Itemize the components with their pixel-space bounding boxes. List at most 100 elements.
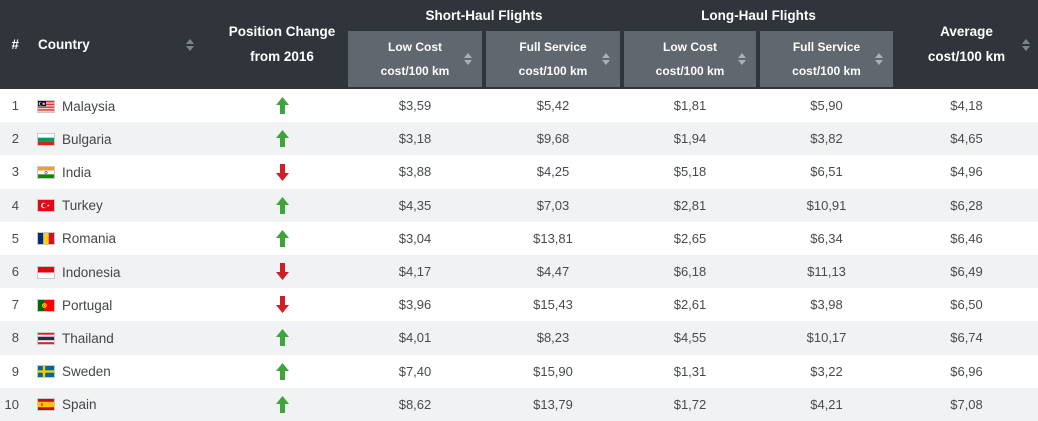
- long-haul-full-service-cell: $11,13: [807, 264, 846, 280]
- short-haul-low-cost-cell: $3,96: [398, 297, 432, 313]
- subheader-line1: Low Cost: [388, 40, 442, 54]
- table-row: 2 Bulgaria $3,18 $9,68 $1,94 $3,82 $4,65: [0, 122, 1038, 156]
- subheader-line1: Low Cost: [663, 40, 717, 54]
- flag-icon-romania: [37, 232, 55, 246]
- table-row: 8 Thailand $4,01 $8,23 $4,55 $10,17 $6,74: [0, 321, 1038, 355]
- average-cell: $4,18: [950, 98, 983, 114]
- arrow-up-icon: [275, 362, 289, 380]
- rank-cell: 4: [11, 197, 19, 213]
- position-change-cell: [218, 89, 346, 122]
- subheader-line2: cost/100 km: [380, 64, 450, 78]
- column-header-position-change: Position Change from 2016: [218, 0, 346, 89]
- rank-cell: 9: [11, 363, 19, 379]
- country-header-label: Country: [38, 37, 90, 52]
- flag-icon-bulgaria: [37, 132, 55, 146]
- table-row: 7 Portugal $3,96 $15,43 $2,61 $3,98 $6,50: [0, 288, 1038, 321]
- country-cell: Indonesia: [30, 255, 218, 288]
- table-body: 1 Malaysia $3,59 $5,42 $1,81 $5,90 $4,18 2 Bulga…: [0, 89, 1038, 421]
- short-haul-low-cost-cell: $3,04: [398, 230, 432, 246]
- country-name: Portugal: [62, 297, 113, 313]
- column-header-long-haul-low-cost[interactable]: Low Cost cost/100 km: [622, 31, 758, 89]
- table-header: # Country Position Change from 2016 Shor…: [0, 0, 1038, 89]
- average-header-line2: cost/100 km: [927, 48, 1006, 64]
- country-name: Turkey: [62, 198, 103, 214]
- column-header-long-haul-full-service[interactable]: Full Service cost/100 km: [758, 31, 896, 89]
- arrow-down-icon: [275, 263, 289, 281]
- rank-cell: 8: [11, 330, 19, 346]
- flag-icon-india: [37, 165, 55, 179]
- average-cell: $6,46: [950, 230, 983, 246]
- table-row: 10 Spain $8,62 $13,79 $1,72 $4,21 $7,08: [0, 387, 1038, 421]
- column-header-short-haul-low-cost[interactable]: Low Cost cost/100 km: [346, 31, 484, 89]
- sort-icon: [186, 38, 194, 51]
- column-header-country[interactable]: Country: [30, 0, 218, 89]
- flag-icon-sweden: [37, 365, 55, 379]
- table-row: 4 Turkey $4,35 $7,03 $2,81 $10,91 $6,28: [0, 188, 1038, 222]
- sort-icon: [602, 53, 610, 65]
- short-haul-low-cost-cell: $8,62: [398, 396, 432, 412]
- sort-icon: [875, 53, 884, 65]
- short-haul-low-cost-cell: $4,01: [398, 330, 432, 346]
- long-haul-full-service-cell: $10,91: [806, 197, 847, 213]
- header-sub-row: Low Cost cost/100 km Full Service cost/1…: [0, 31, 1038, 89]
- sort-icon: [738, 53, 746, 65]
- country-cell: India: [30, 155, 218, 188]
- country-cell: Sweden: [30, 355, 218, 388]
- average-cell: $7,08: [950, 396, 983, 412]
- column-header-average[interactable]: Average cost/100 km: [895, 0, 1038, 89]
- position-change-header-line2: from 2016: [250, 48, 314, 64]
- country-cell: Turkey: [30, 189, 218, 222]
- rank-cell: 10: [4, 396, 19, 412]
- subheader-line2: cost/100 km: [792, 64, 861, 78]
- short-haul-low-cost-cell: $4,17: [398, 264, 432, 280]
- column-header-rank[interactable]: #: [0, 0, 30, 89]
- position-change-cell: [218, 222, 346, 255]
- long-haul-low-cost-cell: $6,18: [673, 264, 707, 280]
- arrow-up-icon: [275, 229, 289, 247]
- short-haul-full-service-cell: $4,25: [536, 164, 570, 180]
- position-change-cell: [218, 255, 346, 288]
- country-name: India: [62, 164, 92, 180]
- long-haul-full-service-cell: $6,34: [810, 230, 843, 246]
- short-haul-low-cost-cell: $3,88: [398, 164, 432, 180]
- table-row: 3 India $3,88 $4,25 $5,18 $6,51 $4,96: [0, 155, 1038, 188]
- short-haul-full-service-cell: $13,79: [533, 396, 573, 412]
- long-haul-full-service-cell: $3,22: [810, 363, 843, 379]
- long-haul-low-cost-cell: $2,65: [673, 230, 707, 246]
- long-haul-full-service-cell: $5,90: [810, 98, 843, 114]
- long-haul-low-cost-cell: $1,31: [673, 363, 707, 379]
- country-name: Bulgaria: [62, 131, 112, 147]
- country-cell: Portugal: [30, 288, 218, 321]
- short-haul-full-service-cell: $8,23: [536, 330, 570, 346]
- rank-cell: 1: [11, 98, 19, 114]
- country-cell: Thailand: [30, 321, 218, 354]
- position-change-cell: [218, 189, 346, 222]
- country-cell: Spain: [30, 388, 218, 421]
- column-header-short-haul-full-service[interactable]: Full Service cost/100 km: [484, 31, 622, 89]
- country-name: Indonesia: [62, 264, 121, 280]
- rank-cell: 3: [11, 164, 19, 180]
- average-cell: $4,96: [950, 164, 983, 180]
- country-name: Spain: [62, 397, 97, 413]
- table-row: 5 Romania $3,04 $13,81 $2,65 $6,34 $6,46: [0, 222, 1038, 255]
- short-haul-low-cost-cell: $4,35: [398, 197, 432, 213]
- column-group-long-haul: Long-Haul Flights: [622, 0, 896, 31]
- arrow-up-icon: [275, 196, 289, 214]
- average-cell: $6,49: [950, 264, 983, 280]
- long-haul-full-service-cell: $3,98: [810, 297, 843, 313]
- country-name: Sweden: [62, 364, 111, 380]
- long-haul-low-cost-cell: $1,81: [673, 98, 707, 114]
- subheader-line1: Full Service: [792, 40, 861, 54]
- country-cell: Romania: [30, 222, 218, 255]
- subheader-line2: cost/100 km: [518, 64, 588, 78]
- long-haul-low-cost-cell: $4,55: [673, 330, 707, 346]
- table-row: 1 Malaysia $3,59 $5,42 $1,81 $5,90 $4,18: [0, 89, 1038, 122]
- country-cell: Bulgaria: [30, 122, 218, 155]
- arrow-up-icon: [275, 395, 289, 413]
- long-haul-low-cost-cell: $5,18: [673, 164, 707, 180]
- average-cell: $6,50: [950, 297, 983, 313]
- column-group-short-haul: Short-Haul Flights: [346, 0, 622, 31]
- arrow-up-icon: [275, 130, 289, 148]
- arrow-down-icon: [275, 296, 289, 314]
